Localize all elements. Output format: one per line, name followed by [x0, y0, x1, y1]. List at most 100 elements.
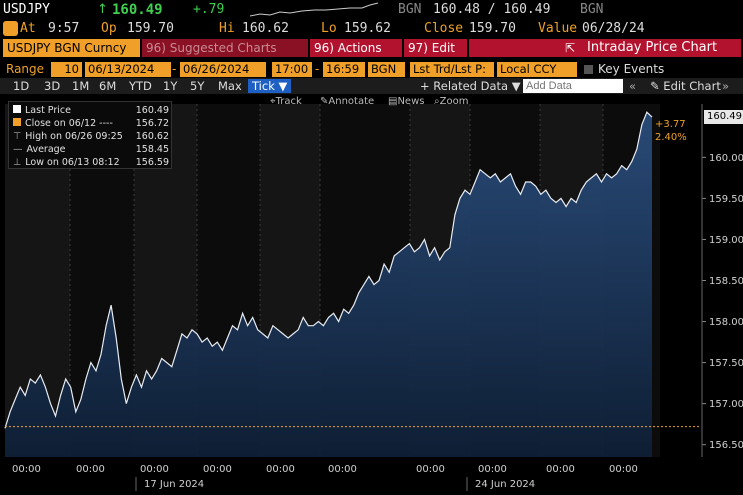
last-price-marker: 160.49: [704, 110, 743, 125]
average-marker-icon: —: [13, 144, 23, 155]
y-tick-label: 157.00: [709, 399, 743, 410]
expand-icon[interactable]: »: [722, 79, 730, 93]
time-to-field[interactable]: 16:59: [323, 62, 365, 77]
key-events-checkbox[interactable]: [584, 65, 593, 74]
news-tool[interactable]: ▤ News: [388, 96, 425, 107]
up-arrow-icon: ↑: [97, 2, 108, 17]
close-value: 159.70: [469, 21, 516, 36]
x-tick-label: 00:00: [266, 464, 295, 475]
suggested-charts-button[interactable]: 96) Suggested Charts: [142, 39, 308, 57]
close-label: Close: [424, 21, 464, 36]
x-tick-label: 00:00: [203, 464, 232, 475]
range-separator: -: [172, 62, 177, 76]
period-1y[interactable]: 1Y: [163, 79, 178, 93]
chart-legend[interactable]: Last Price 160.49 Close on 06/12 ---- 15…: [8, 101, 172, 169]
change-abs-label: +3.77: [655, 119, 686, 130]
price-change: +.79: [193, 2, 225, 17]
quote-source-2: BGN: [580, 2, 604, 17]
edit-menu[interactable]: 97) Edit: [404, 39, 467, 57]
y-tick-label: 159.00: [709, 235, 743, 246]
price-line: [4, 111, 653, 429]
price-area: [5, 112, 652, 457]
period-1d[interactable]: 1D: [13, 79, 30, 93]
chart-title: Intraday Price Chart: [587, 40, 718, 55]
x-tick-label: 00:00: [12, 464, 41, 475]
x-tick-label: 00:00: [140, 464, 169, 475]
high-label: Hi: [219, 21, 235, 36]
security-field[interactable]: USDJPY BGN Curncy: [3, 39, 140, 57]
ticker: USDJPY: [3, 2, 50, 17]
y-tick-label: 159.50: [709, 194, 743, 205]
period-1m[interactable]: 1M: [72, 79, 90, 93]
bid-ask: 160.48 / 160.49: [433, 2, 551, 17]
quote-source: BGN: [398, 2, 422, 17]
open-value: 159.70: [127, 21, 174, 36]
period-ytd[interactable]: YTD: [129, 79, 152, 93]
function-toolbar: USDJPY BGN Curncy 96) Suggested Charts 9…: [0, 38, 743, 58]
collapse-icon[interactable]: «: [629, 79, 637, 93]
period-bar: 1D 3D 1M 6M YTD 1Y 5Y Max Tick ▼ + Relat…: [0, 78, 743, 94]
legend-last-price: Last Price 160.49: [13, 105, 169, 117]
annotate-tool[interactable]: ✎ Annotate: [320, 96, 375, 107]
x-date-label: 17 Jun 2024: [144, 479, 204, 490]
x-date-label: 24 Jun 2024: [475, 479, 535, 490]
legend-low: ⊥ Low on 06/13 08:12 156.59: [13, 157, 169, 168]
tick-dropdown[interactable]: Tick ▼: [248, 79, 292, 93]
sparkline-icon: [250, 2, 379, 17]
terminal-icon: [3, 21, 18, 36]
legend-average: — Average 158.45: [13, 144, 169, 155]
zoom-tool[interactable]: ⌕ Zoom: [434, 96, 469, 107]
range-days-field[interactable]: 10: [51, 62, 82, 77]
time-separator: -: [315, 62, 320, 76]
legend-close: Close on 06/12 ---- 156.72: [13, 118, 169, 130]
value-date: 06/28/24: [582, 21, 645, 36]
low-label: Lo: [321, 21, 337, 36]
at-time: 9:57: [48, 21, 80, 36]
x-tick-label: 00:00: [76, 464, 105, 475]
period-5y[interactable]: 5Y: [190, 79, 205, 93]
actions-menu[interactable]: 96) Actions: [310, 39, 402, 57]
time-from-field[interactable]: 17:00: [272, 62, 312, 77]
y-tick-label: 158.50: [709, 276, 743, 287]
period-max[interactable]: Max: [218, 79, 242, 93]
chart-title-bar: ⇱ Intraday Price Chart: [469, 39, 741, 57]
y-tick-label: 156.50: [709, 440, 743, 451]
x-tick-label: 00:00: [546, 464, 575, 475]
y-tick-label: 158.00: [709, 317, 743, 328]
period-6m[interactable]: 6M: [99, 79, 117, 93]
related-data-menu[interactable]: + Related Data ▼: [420, 79, 521, 93]
x-tick-label: 00:00: [478, 464, 507, 475]
trend-dropdown[interactable]: Lst Trd/Lst P:: [410, 62, 494, 77]
high-value: 160.62: [242, 21, 289, 36]
range-bar: Range 10 06/13/2024 - 06/26/2024 17:00 -…: [0, 61, 743, 78]
popout-icon[interactable]: ⇱: [565, 41, 576, 55]
period-3d[interactable]: 3D: [44, 79, 61, 93]
orange-swatch-icon: [13, 118, 21, 126]
at-label: At: [20, 21, 36, 36]
value-label: Value: [538, 21, 578, 36]
y-axis: 160.00 159.50 159.00 158.50 158.00 157.50 157.…: [701, 104, 743, 457]
last-price: 160.49: [112, 2, 163, 18]
quote-sub: At 9:57 Op 159.70 Hi 160.62 Lo 159.62 Cl…: [0, 20, 743, 38]
x-tick-label: 00:00: [609, 464, 638, 475]
key-events-label: Key Events: [598, 62, 665, 76]
change-pct-label: 2.40%: [655, 132, 687, 143]
low-value: 159.62: [344, 21, 391, 36]
range-label: Range: [6, 62, 45, 76]
end-date-field[interactable]: 06/26/2024: [180, 62, 266, 77]
edit-chart-button[interactable]: ✎ Edit Chart: [650, 79, 721, 93]
y-tick-label: 157.50: [709, 358, 743, 369]
legend-high: ⊤ High on 06/26 09:25 160.62: [13, 131, 169, 142]
track-tool[interactable]: ⌖ Track: [270, 96, 302, 107]
x-tick-label: 00:00: [416, 464, 445, 475]
start-date-field[interactable]: 06/13/2024: [85, 62, 171, 77]
quote-header: USDJPY ↑ 160.49 +.79 BGN 160.48 / 160.49…: [0, 0, 743, 20]
source-field[interactable]: BGN: [368, 62, 405, 77]
currency-dropdown[interactable]: Local CCY: [497, 62, 577, 77]
x-axis: 00:00 00:00 00:00 00:00 00:00 00:00 00:00 00:00…: [12, 464, 638, 491]
x-tick-label: 00:00: [328, 464, 357, 475]
add-data-input[interactable]: [523, 79, 623, 93]
low-marker-icon: ⊥: [13, 157, 22, 168]
y-tick-label: 160.00: [709, 153, 743, 164]
white-swatch-icon: [13, 105, 21, 113]
